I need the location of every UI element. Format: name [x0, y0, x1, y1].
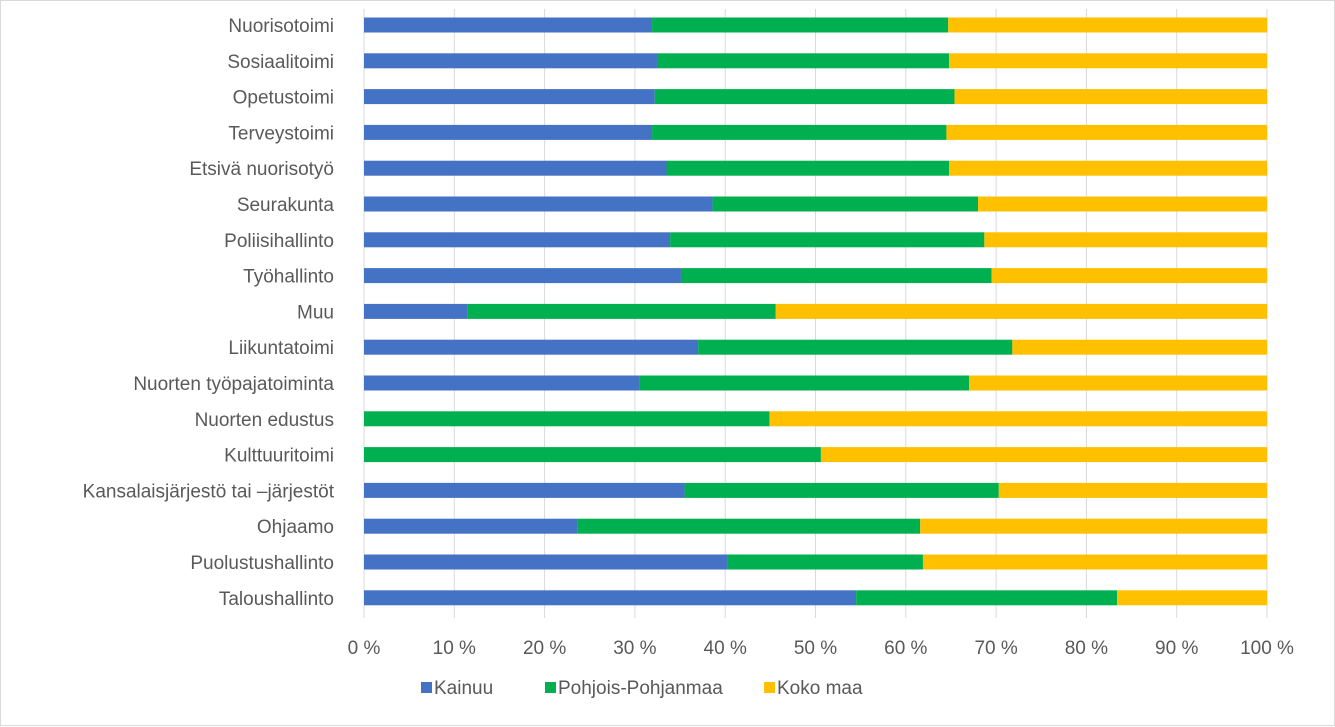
bar-koko-maa [949, 53, 1267, 69]
bar-koko-maa [775, 303, 1267, 319]
legend-swatch [421, 682, 432, 693]
category-label: Seurakunta [237, 195, 335, 216]
category-label: Muu [297, 302, 334, 323]
legend-label: Kainuu [434, 678, 493, 699]
bar-kainuu [364, 303, 468, 319]
legend-label: Koko maa [777, 678, 863, 699]
x-tick-label: 70 % [974, 638, 1017, 659]
bar-koko-maa [920, 518, 1267, 534]
category-label: Poliisihallinto [224, 231, 334, 252]
category-label: Sosiaalitoimi [227, 52, 334, 73]
category-label: Taloushallinto [219, 589, 334, 610]
bar-kainuu [364, 124, 653, 140]
category-label: Opetustoimi [233, 88, 334, 109]
category-labels: Nuorisotoimi Sosiaalitoimi Opetustoimi Terv… [83, 16, 335, 610]
bar-koko-maa [948, 17, 1267, 33]
bar-pohjois-pohjanmaa [364, 447, 821, 463]
bar-koko-maa [954, 89, 1267, 105]
bar-koko-maa [922, 554, 1267, 570]
x-axis-ticks: 0 % 10 % 20 % 30 % 40 % 50 % 60 % 70 % 80 % 90 % 1… [348, 638, 1294, 659]
category-label: Terveystoimi [228, 123, 334, 144]
bar-koko-maa [984, 232, 1267, 248]
bar-kainuu [364, 196, 713, 212]
legend-swatch [764, 682, 775, 693]
bar-kainuu [364, 89, 655, 105]
category-label: Liikuntatoimi [228, 338, 334, 359]
bar-koko-maa [946, 124, 1267, 140]
bar-pohjois-pohjanmaa [712, 196, 979, 212]
category-label: Ohjaamo [257, 517, 334, 538]
bar-koko-maa [998, 482, 1267, 498]
x-tick-label: 90 % [1155, 638, 1198, 659]
bar-pohjois-pohjanmaa [364, 411, 770, 427]
x-tick-label: 40 % [704, 638, 747, 659]
bars [364, 17, 1267, 606]
bar-kainuu [364, 482, 685, 498]
bar-pohjois-pohjanmaa [698, 339, 1013, 355]
bar-pohjois-pohjanmaa [666, 160, 950, 176]
category-label: Nuorten työpajatoiminta [133, 374, 334, 395]
bar-pohjois-pohjanmaa [654, 89, 955, 105]
category-label: Kulttuuritoimi [224, 446, 334, 467]
bar-koko-maa [949, 160, 1267, 176]
category-label: Kansalaisjärjestö tai –järjestöt [83, 481, 335, 502]
bar-kainuu [364, 518, 578, 534]
bar-kainuu [364, 160, 667, 176]
bar-kainuu [364, 375, 640, 391]
bar-pohjois-pohjanmaa [680, 268, 992, 284]
bar-kainuu [364, 554, 728, 570]
bar-koko-maa [769, 411, 1267, 427]
bar-kainuu [364, 17, 653, 33]
bar-kainuu [364, 232, 671, 248]
bar-koko-maa [1012, 339, 1267, 355]
bar-koko-maa [820, 447, 1267, 463]
x-tick-label: 50 % [794, 638, 837, 659]
x-tick-label: 0 % [348, 638, 381, 659]
bar-koko-maa [1117, 590, 1267, 606]
bar-kainuu [364, 53, 658, 69]
bar-pohjois-pohjanmaa [652, 124, 947, 140]
category-label: Nuorten edustus [195, 410, 334, 431]
legend: Kainuu Pohjois-Pohjanmaa Koko maa [421, 678, 863, 699]
x-tick-label: 10 % [433, 638, 476, 659]
bar-pohjois-pohjanmaa [727, 554, 923, 570]
bar-kainuu [364, 268, 681, 284]
x-tick-label: 100 % [1240, 638, 1294, 659]
category-label: Puolustushallinto [190, 553, 334, 574]
bar-koko-maa [978, 196, 1267, 212]
bar-kainuu [364, 339, 699, 355]
bar-koko-maa [969, 375, 1267, 391]
bar-kainuu [364, 590, 857, 606]
bar-pohjois-pohjanmaa [639, 375, 970, 391]
x-tick-label: 60 % [884, 638, 927, 659]
category-label: Etsivä nuorisotyö [189, 159, 334, 180]
x-tick-label: 80 % [1065, 638, 1108, 659]
x-tick-label: 30 % [613, 638, 656, 659]
legend-label: Pohjois-Pohjanmaa [558, 678, 723, 699]
bar-koko-maa [991, 268, 1267, 284]
legend-swatch [545, 682, 556, 693]
bar-pohjois-pohjanmaa [657, 53, 950, 69]
bar-pohjois-pohjanmaa [467, 303, 776, 319]
bar-pohjois-pohjanmaa [577, 518, 921, 534]
category-label: Nuorisotoimi [228, 16, 334, 37]
x-tick-label: 20 % [523, 638, 566, 659]
category-label: Työhallinto [243, 267, 334, 288]
bar-pohjois-pohjanmaa [670, 232, 985, 248]
bar-pohjois-pohjanmaa [856, 590, 1118, 606]
bar-pohjois-pohjanmaa [652, 17, 949, 33]
bar-pohjois-pohjanmaa [684, 482, 999, 498]
